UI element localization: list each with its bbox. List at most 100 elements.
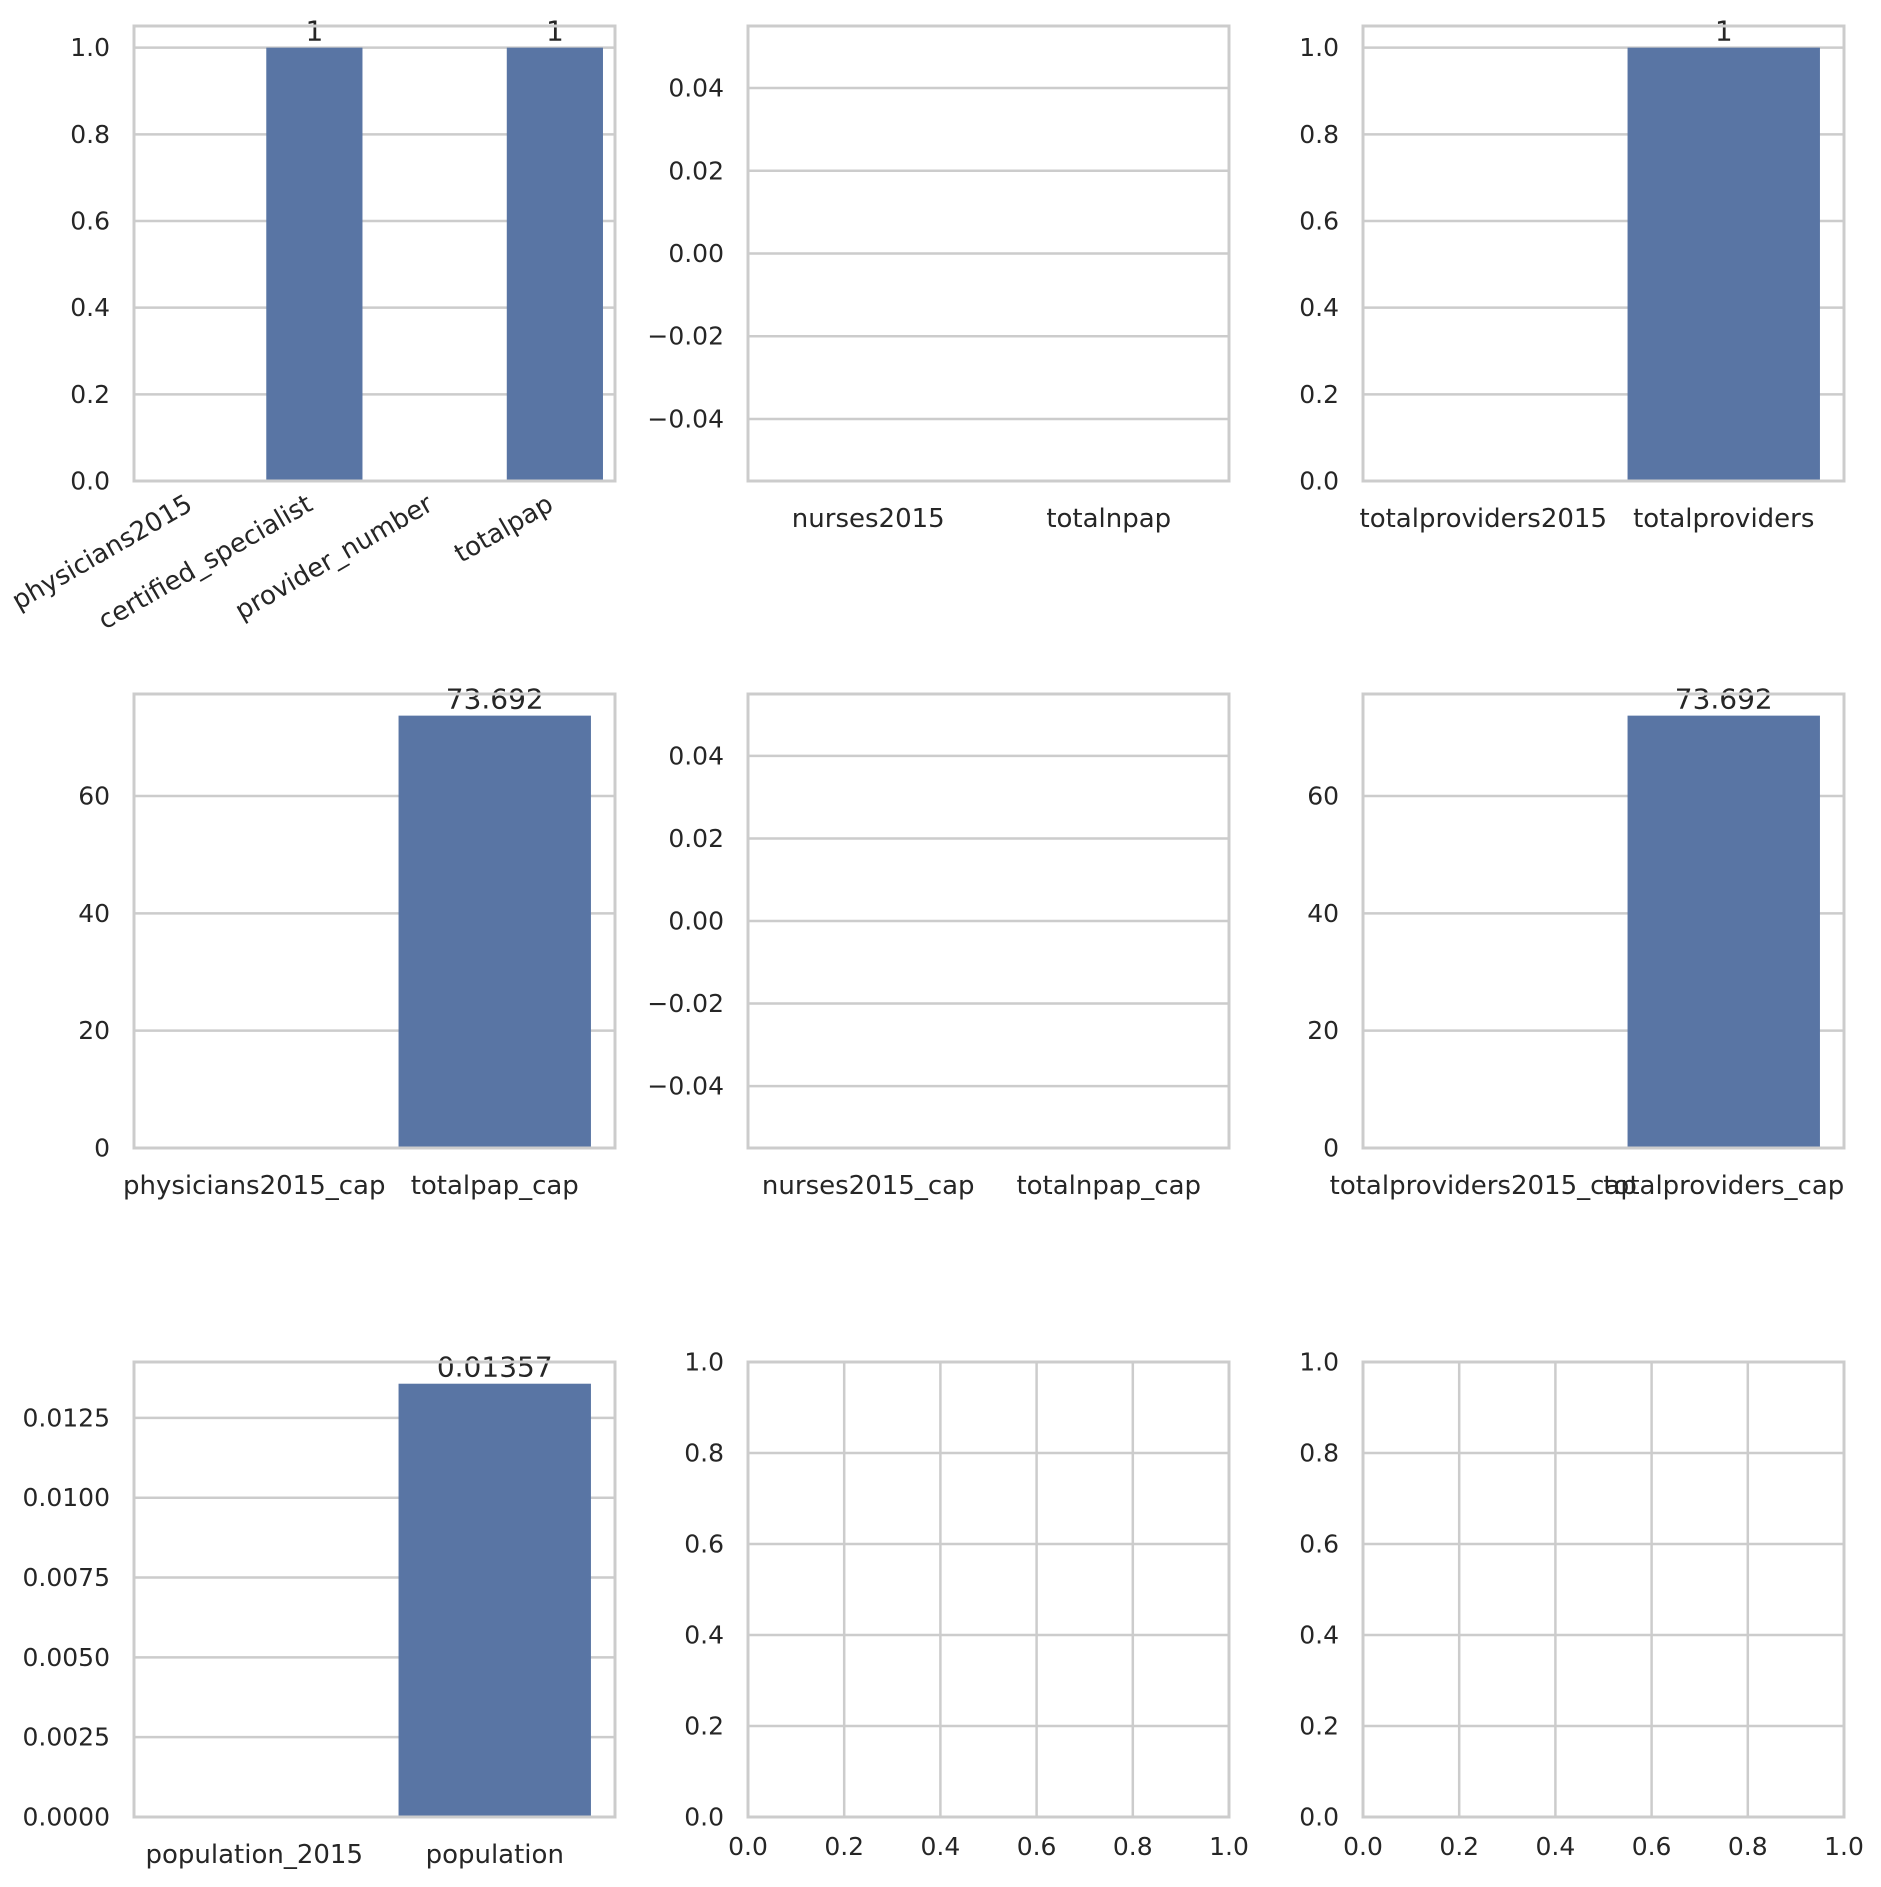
axes-frame — [746, 1360, 1231, 1819]
axes-frame — [746, 692, 1231, 1150]
chart-panel-8: 0.0 0.2 0.4 0.6 0.8 1.0 0.0 0.2 0.4 0.6 0.8 1.0 — [684, 1348, 1249, 1862]
axes-frame — [132, 692, 617, 1150]
axes-frame — [1361, 1360, 1846, 1819]
y-tick-label: 0.00 — [668, 239, 724, 268]
x-tick-label: 0.8 — [1113, 1832, 1153, 1861]
y-tick-label: 0.2 — [1299, 380, 1339, 409]
x-tick-label: population — [426, 1840, 564, 1870]
y-tick-label: 0.2 — [1299, 1712, 1339, 1741]
y-tick-label: 0.8 — [1299, 1439, 1339, 1468]
x-tick-label: totalproviders2015 — [1360, 504, 1608, 534]
y-tick-label: 1.0 — [1299, 1348, 1339, 1377]
y-tick-label: 0.6 — [1299, 207, 1339, 236]
x-tick-label: nurses2015 — [792, 504, 945, 534]
y-tick-label: 0.6 — [1299, 1530, 1339, 1559]
y-tick-label: 0.0025 — [23, 1723, 110, 1752]
y-tick-label: 0.2 — [70, 380, 110, 409]
y-tick-label: 0.6 — [684, 1530, 724, 1559]
x-tick-label: physicians2015_cap — [123, 1171, 386, 1201]
y-tick-label: 20 — [1307, 1016, 1339, 1045]
y-tick-label: 0.4 — [70, 293, 110, 322]
data-label: 73.692 — [1675, 683, 1773, 716]
bar — [266, 47, 363, 482]
data-label: 1 — [305, 15, 323, 48]
data-label: 73.692 — [446, 683, 544, 716]
bar — [1627, 715, 1820, 1148]
y-tick-label: 0.0000 — [23, 1803, 110, 1832]
y-tick-label: 0.00 — [668, 907, 724, 936]
x-tick-label: 1.0 — [1209, 1832, 1249, 1861]
y-tick-label: −0.04 — [647, 1072, 724, 1101]
bar — [398, 1383, 591, 1817]
y-tick-label: 0.0 — [1299, 467, 1339, 496]
x-tick-label: totalpap_cap — [411, 1171, 579, 1201]
x-tick-label: 1.0 — [1824, 1832, 1864, 1861]
chart-panel-6: 0 20 40 60 totalproviders2015_cap 73.692 total… — [1307, 683, 1846, 1201]
y-tick-label: −0.02 — [647, 322, 724, 351]
x-tick-label: 0.2 — [824, 1832, 864, 1861]
data-label: 0.01357 — [437, 1351, 553, 1384]
y-tick-label: 40 — [1307, 899, 1339, 928]
x-tick-label: 0.4 — [1536, 1832, 1576, 1861]
y-tick-label: 0.0125 — [23, 1403, 110, 1432]
y-tick-label: 0.8 — [70, 120, 110, 149]
bar — [1627, 47, 1820, 482]
x-tick-label: totalproviders_cap — [1603, 1171, 1844, 1201]
data-label: 1 — [546, 15, 564, 48]
bar — [398, 715, 591, 1148]
y-tick-label: 0.0 — [70, 467, 110, 496]
chart-panel-5: −0.04 −0.02 0.00 0.02 0.04 nurses2015_cap tota… — [647, 692, 1231, 1201]
y-tick-label: 60 — [1307, 781, 1339, 810]
y-tick-label: 0.6 — [70, 207, 110, 236]
chart-panel-3: 0.0 0.2 0.4 0.6 0.8 1.0 totalproviders2015 1 tot… — [1299, 15, 1846, 534]
chart-panel-4: 0 20 40 60 physicians2015_cap 73.692 totalpap_… — [78, 683, 617, 1201]
y-tick-label: 0.0100 — [23, 1483, 110, 1512]
x-tick-label: 0.2 — [1439, 1832, 1479, 1861]
y-tick-label: 1.0 — [684, 1348, 724, 1377]
chart-panel-2: −0.04 −0.02 0.00 0.02 0.04 nurses2015 totalnpa… — [647, 24, 1231, 534]
axes-frame — [132, 24, 617, 483]
y-tick-label: 40 — [78, 899, 110, 928]
axes-frame — [1361, 692, 1846, 1150]
y-tick-label: 0.2 — [684, 1712, 724, 1741]
x-tick-label: totalnpap — [1046, 504, 1171, 534]
y-tick-label: 1.0 — [70, 33, 110, 62]
x-tick-label: 0.6 — [1632, 1832, 1672, 1861]
x-tick-label: 0.0 — [728, 1832, 768, 1861]
y-tick-label: 0.04 — [668, 741, 724, 770]
y-tick-label: 0.04 — [668, 74, 724, 103]
x-tick-label: 0.4 — [921, 1832, 961, 1861]
y-tick-label: 0.4 — [684, 1621, 724, 1650]
x-tick-label: population_2015 — [145, 1840, 363, 1870]
y-tick-label: 60 — [78, 781, 110, 810]
y-tick-label: 0 — [94, 1134, 110, 1163]
x-tick-label: totalproviders2015_cap — [1330, 1171, 1637, 1201]
y-tick-label: 0.02 — [668, 156, 724, 185]
y-tick-label: −0.04 — [647, 404, 724, 433]
x-tick-label: nurses2015_cap — [762, 1171, 975, 1201]
x-tick-label: 0.0 — [1343, 1832, 1383, 1861]
y-tick-label: 0.4 — [1299, 1621, 1339, 1650]
chart-panel-7: 0.0000 0.0025 0.0050 0.0075 0.0100 0.0125 popu… — [23, 1351, 617, 1870]
x-tick-label: 0.8 — [1728, 1832, 1768, 1861]
y-tick-label: 0 — [1323, 1134, 1339, 1163]
y-tick-label: −0.02 — [647, 989, 724, 1018]
y-tick-label: 0.8 — [684, 1439, 724, 1468]
axes-frame — [1361, 24, 1846, 483]
y-tick-label: 0.8 — [1299, 120, 1339, 149]
y-tick-label: 0.0 — [684, 1803, 724, 1832]
y-tick-label: 0.0050 — [23, 1643, 110, 1672]
axes-frame — [132, 1360, 617, 1819]
y-tick-label: 0.02 — [668, 824, 724, 853]
axes-frame — [746, 24, 1231, 483]
y-tick-label: 0.0 — [1299, 1803, 1339, 1832]
bar — [506, 47, 603, 482]
y-tick-label: 20 — [78, 1016, 110, 1045]
x-tick-label: totalproviders — [1633, 504, 1814, 534]
y-tick-label: 1.0 — [1299, 33, 1339, 62]
y-tick-label: 0.4 — [1299, 293, 1339, 322]
x-tick-label: totalnpap_cap — [1016, 1171, 1201, 1201]
x-tick-label: 0.6 — [1017, 1832, 1057, 1861]
data-label: 1 — [1715, 15, 1733, 48]
